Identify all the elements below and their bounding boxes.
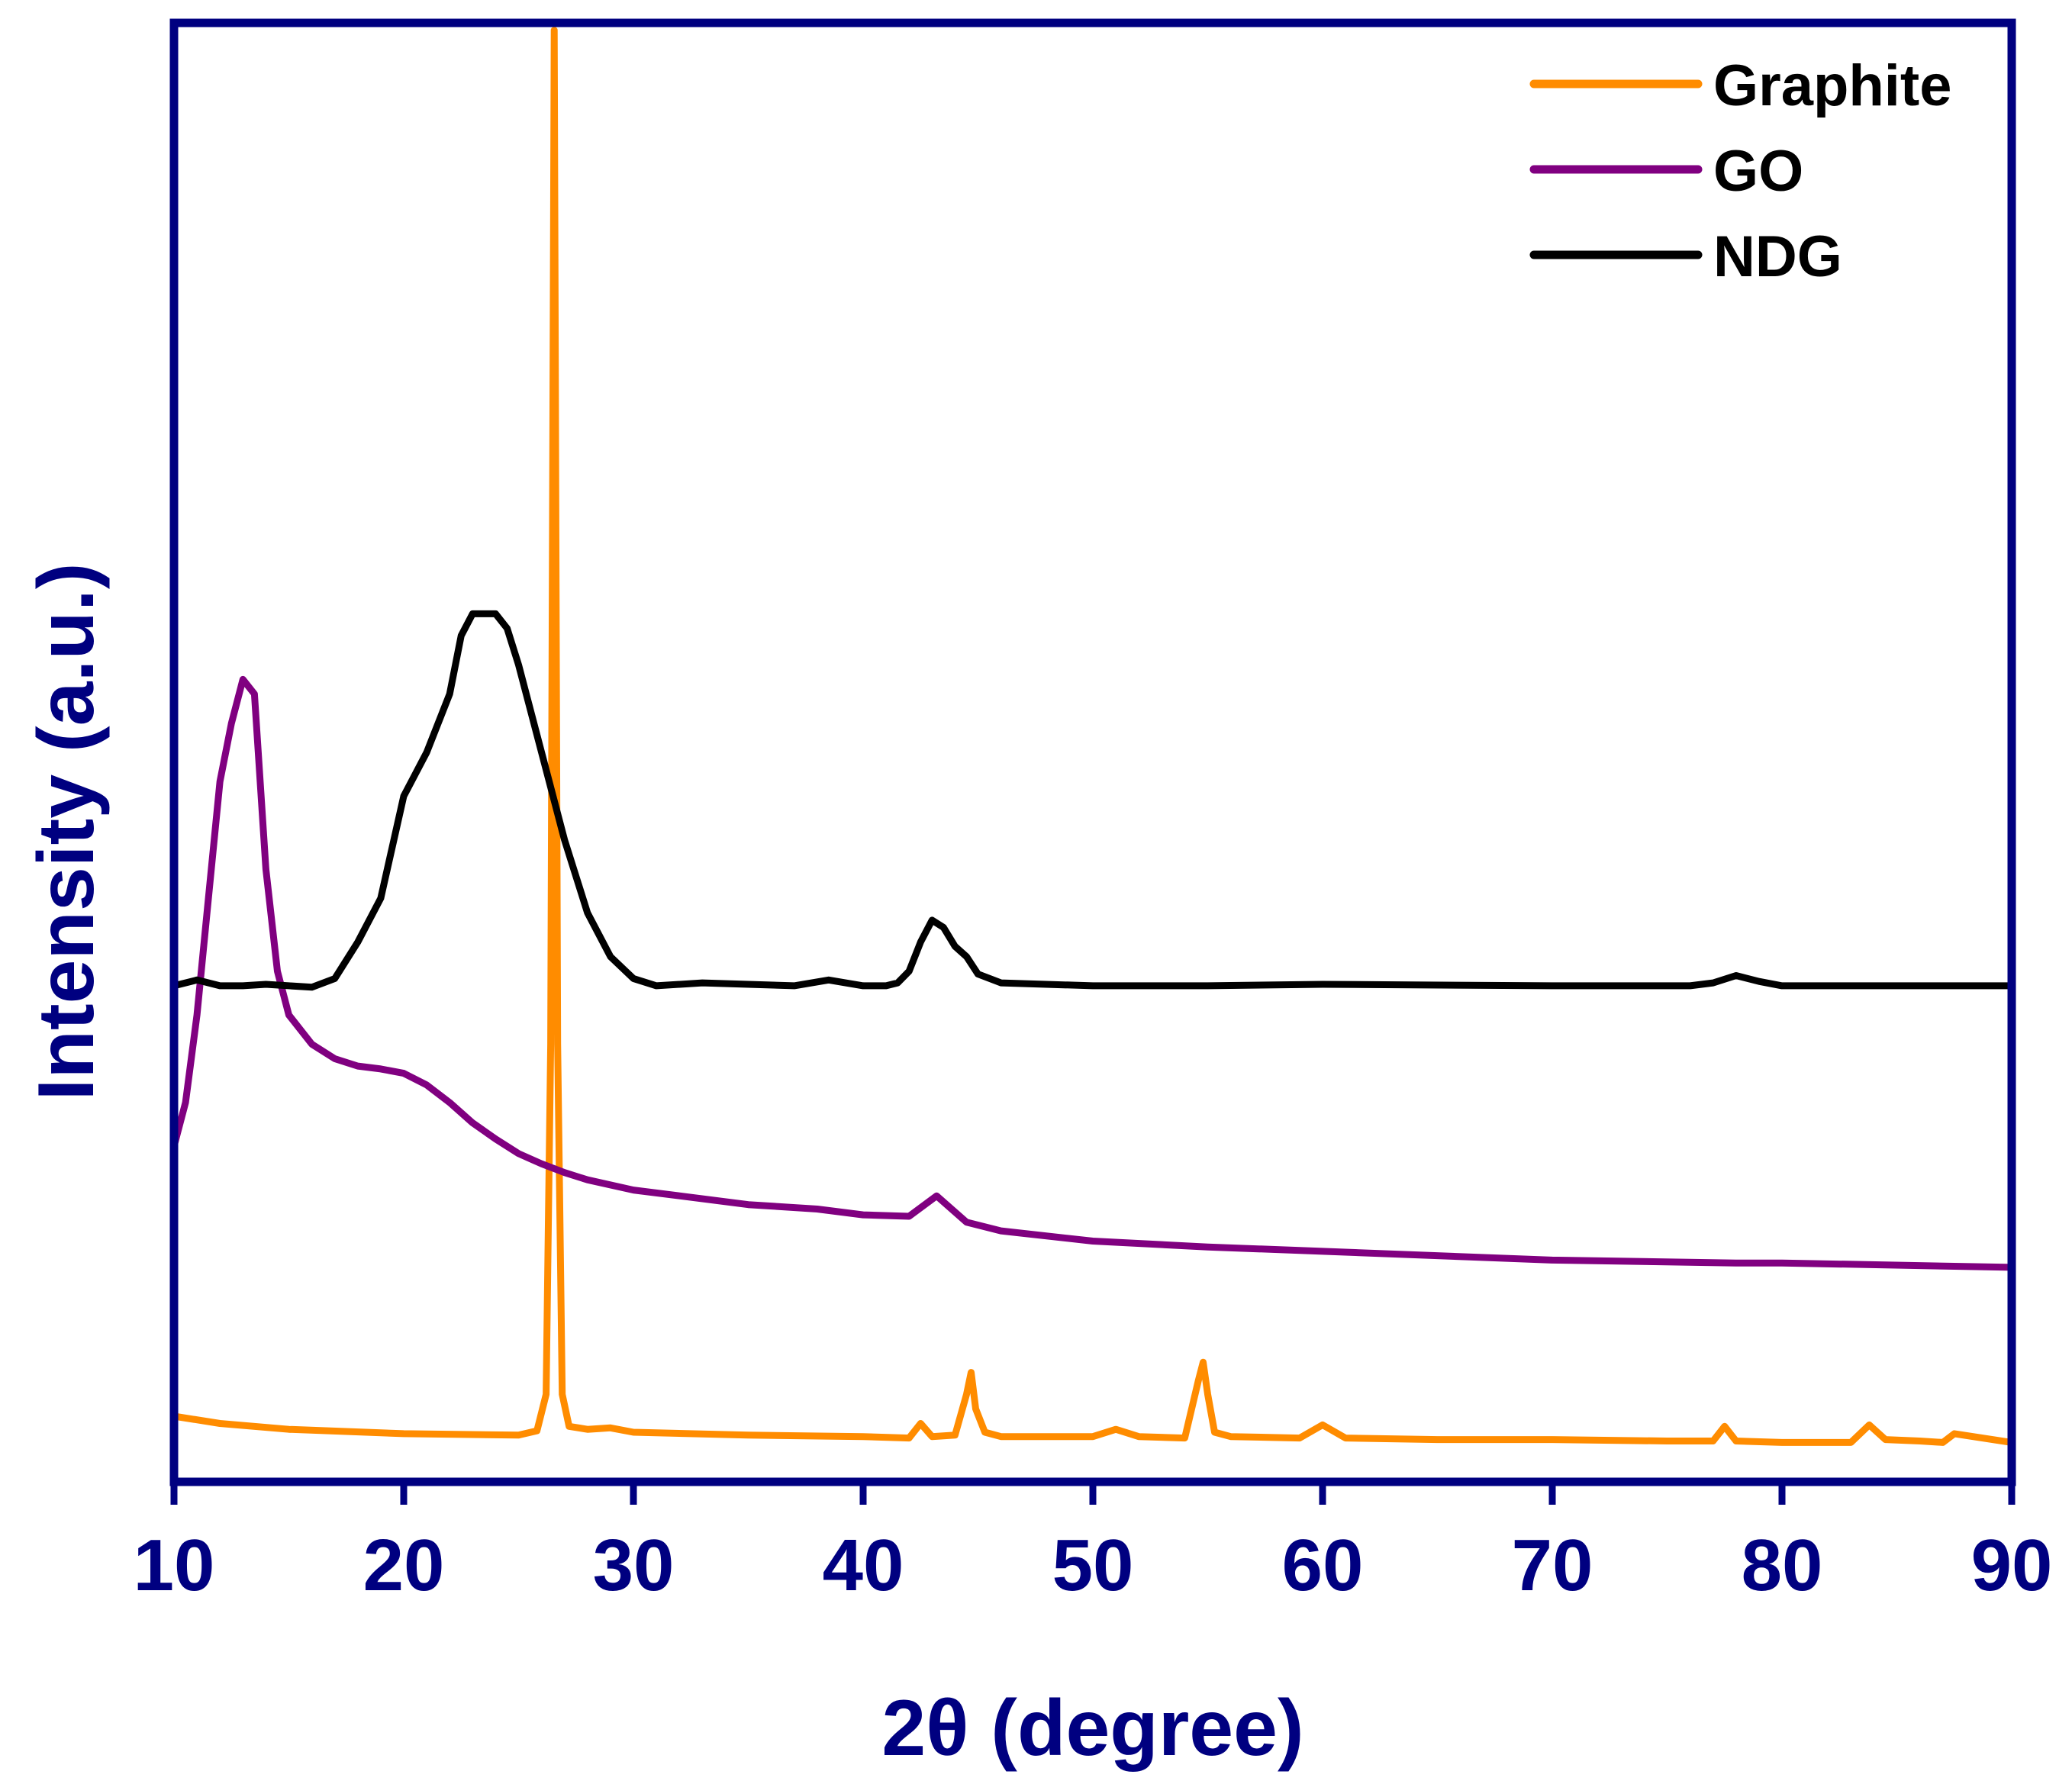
x-tick-label: 80	[1742, 1525, 1823, 1606]
x-ticks: 10 20 30 40 50 60 70 80 90	[134, 1482, 2053, 1606]
x-axis-title: 2θ (degree)	[881, 1684, 1303, 1773]
series-layer	[170, 27, 2016, 1446]
x-tick-label: 70	[1512, 1525, 1593, 1606]
legend-label-graphite: Graphite	[1713, 53, 1952, 118]
x-tick-label: 40	[823, 1525, 904, 1606]
x-tick-label: 50	[1052, 1525, 1134, 1606]
x-tick-label: 30	[593, 1525, 675, 1606]
series-line-go	[170, 675, 2016, 1271]
series-line-ndg	[170, 610, 2016, 991]
x-tick-label: 20	[363, 1525, 445, 1606]
legend-label-ndg: NDG	[1713, 224, 1842, 289]
x-tick-label: 60	[1282, 1525, 1364, 1606]
series-line-graphite	[170, 27, 2016, 1446]
legend: Graphite GO NDG	[1529, 53, 1952, 289]
y-axis-title: Intensity (a.u.)	[22, 563, 111, 1101]
x-tick-label: 90	[1971, 1525, 2053, 1606]
x-tick-label: 10	[134, 1525, 215, 1606]
legend-label-go: GO	[1713, 139, 1803, 204]
